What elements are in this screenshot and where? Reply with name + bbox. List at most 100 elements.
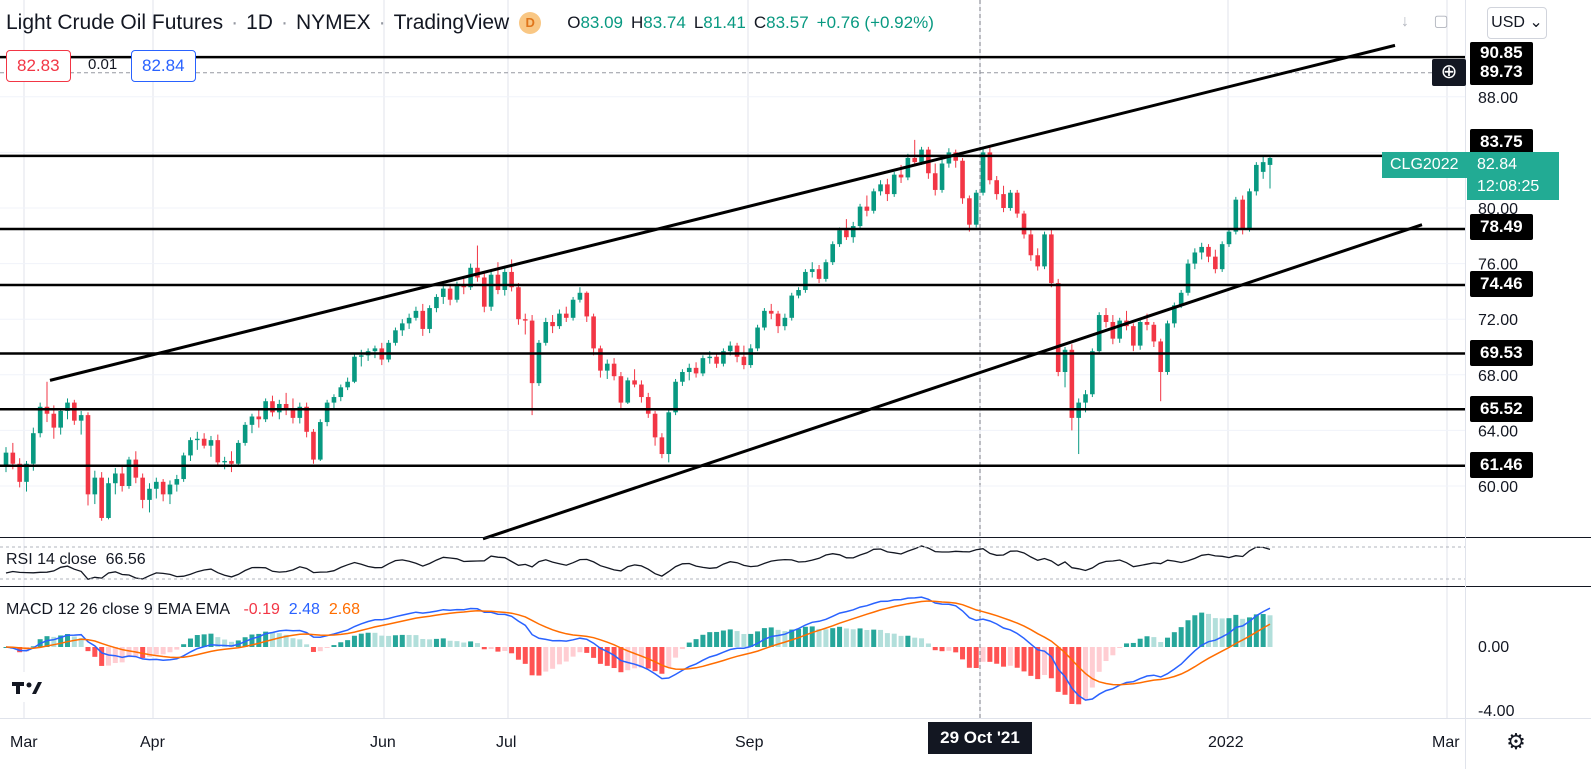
macd-histogram-bar bbox=[208, 633, 214, 647]
macd-histogram-bar bbox=[912, 637, 918, 647]
delayed-badge[interactable]: D bbox=[519, 12, 542, 34]
candle-body bbox=[1069, 349, 1075, 418]
macd-histogram-bar bbox=[659, 647, 665, 674]
candle-body bbox=[454, 285, 460, 300]
crosshair-price-tag: 89.73 bbox=[1470, 59, 1533, 85]
macd-histogram-bar bbox=[741, 634, 747, 647]
candle-body bbox=[304, 406, 309, 432]
candle-body bbox=[78, 415, 84, 421]
macd-histogram-bar bbox=[379, 635, 385, 647]
low-value: L81.41 bbox=[693, 13, 746, 32]
macd-histogram-bar bbox=[119, 647, 125, 663]
macd-histogram-bar bbox=[755, 631, 761, 647]
candle-body bbox=[58, 410, 63, 428]
candle-body bbox=[434, 296, 439, 309]
macd-histogram-bar bbox=[905, 635, 911, 647]
macd-histogram-bar bbox=[939, 647, 945, 652]
macd-histogram-bar bbox=[146, 647, 152, 657]
macd-histogram-bar bbox=[686, 642, 692, 647]
level-tag-65-52: 65.52 bbox=[1470, 396, 1533, 422]
candle-body bbox=[222, 460, 227, 463]
candle-body bbox=[509, 271, 514, 288]
candle-body bbox=[1001, 194, 1006, 208]
candle-body bbox=[1151, 324, 1157, 342]
macd-histogram-bar bbox=[153, 647, 159, 655]
current-price: 82.84 bbox=[1477, 156, 1518, 173]
macd-histogram-bar bbox=[966, 647, 972, 668]
macd-histogram-bar bbox=[871, 629, 877, 647]
candle-body bbox=[891, 174, 897, 195]
candle-body bbox=[317, 422, 323, 460]
plus-circle-icon[interactable]: ⊕ bbox=[1432, 59, 1466, 86]
tradingview-logo[interactable] bbox=[8, 672, 46, 702]
macd-histogram-bar bbox=[878, 629, 884, 647]
macd-histogram-bar bbox=[884, 633, 890, 647]
macd-histogram-bar bbox=[577, 647, 583, 653]
macd-histogram-bar bbox=[734, 631, 740, 647]
level-tag-90-85: 90.85 bbox=[1470, 42, 1533, 64]
candle-body bbox=[283, 403, 289, 409]
gear-icon[interactable]: ⚙ bbox=[1506, 729, 1526, 754]
macd-histogram-bar bbox=[638, 647, 644, 668]
symbol-title[interactable]: Light Crude Oil Futures bbox=[6, 11, 224, 34]
candle-body bbox=[550, 321, 555, 327]
macd-histogram-bar bbox=[1096, 647, 1102, 672]
arrow-down-icon[interactable]: ↓ bbox=[1401, 13, 1409, 30]
macd-histogram-bar bbox=[30, 646, 36, 648]
candle-body bbox=[495, 274, 501, 291]
candle-body bbox=[1219, 244, 1225, 270]
candle-body bbox=[188, 440, 193, 456]
macd-histogram-bar bbox=[1233, 614, 1239, 647]
candle-body bbox=[242, 424, 248, 443]
interval-label[interactable]: 1D bbox=[246, 11, 273, 34]
macd-histogram-bar bbox=[693, 639, 699, 647]
candle-body bbox=[1254, 164, 1259, 192]
candle-body bbox=[878, 184, 883, 192]
signal-value: 2.68 bbox=[328, 601, 360, 618]
candle-body bbox=[502, 271, 508, 291]
candle-body bbox=[734, 345, 740, 357]
macd-histogram-bar bbox=[611, 647, 617, 669]
horizontal-levels[interactable] bbox=[0, 55, 1465, 467]
macd-histogram-bar bbox=[1212, 618, 1218, 647]
buy-price-button[interactable]: 82.84 bbox=[131, 50, 196, 82]
macd-legend[interactable]: MACD 12 26 close 9 EMA EMA -0.19 2.48 2.… bbox=[6, 601, 360, 618]
candle-body bbox=[1260, 162, 1266, 172]
macd-histogram-bar bbox=[304, 644, 310, 647]
x-tick-label: Mar bbox=[1432, 734, 1460, 751]
currency-select[interactable]: USD ⌄ bbox=[1487, 7, 1547, 39]
candle-body bbox=[481, 277, 487, 307]
candle-body bbox=[338, 387, 344, 398]
macd-histogram-bar bbox=[1185, 620, 1191, 647]
candle-body bbox=[686, 367, 692, 373]
candle-body bbox=[17, 463, 22, 482]
trend-channel[interactable] bbox=[49, 43, 1423, 541]
rsi-legend[interactable]: RSI 14 close 66.56 bbox=[6, 551, 146, 568]
macd-histogram-bar bbox=[727, 629, 733, 647]
macd-histogram-bar bbox=[468, 641, 474, 647]
candle-body bbox=[973, 192, 979, 225]
macd-histogram-bar bbox=[543, 647, 549, 672]
candle-body bbox=[570, 299, 576, 318]
candle-body bbox=[447, 288, 453, 300]
y-tick-label: 80.00 bbox=[1478, 201, 1518, 218]
level-tag-61-46: 61.46 bbox=[1470, 452, 1533, 478]
candle-body bbox=[51, 413, 57, 428]
macd-histogram-bar bbox=[58, 635, 64, 647]
x-tick-label: Sep bbox=[735, 734, 764, 751]
macd-histogram-bar bbox=[297, 639, 303, 647]
candle-body bbox=[113, 473, 118, 484]
sell-price-button[interactable]: 82.83 bbox=[6, 50, 71, 82]
candle-body bbox=[1021, 213, 1027, 235]
change-value: +0.76 (+0.92%) bbox=[816, 13, 934, 32]
macd-histogram-bar bbox=[1158, 642, 1164, 647]
candle-body bbox=[1213, 256, 1218, 270]
fullscreen-icon[interactable]: ▢ bbox=[1433, 13, 1449, 30]
candle-body bbox=[488, 274, 494, 307]
candle-body bbox=[393, 330, 398, 343]
candle-body bbox=[830, 244, 836, 263]
candle-body bbox=[1185, 263, 1191, 293]
macd-histogram-bar bbox=[850, 629, 856, 647]
